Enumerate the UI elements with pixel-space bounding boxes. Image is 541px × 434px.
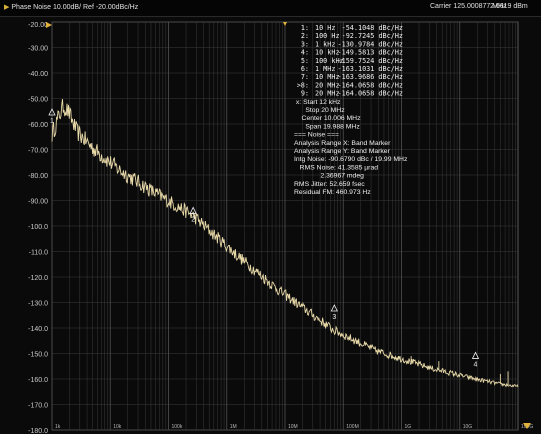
marker-table-value: -163.9686 dBc/Hz xyxy=(338,73,403,81)
marker-4-icon xyxy=(471,351,480,359)
y-tick-label: -40.00 xyxy=(28,71,48,78)
y-tick-label: -130.0 xyxy=(28,301,48,308)
y-tick-label: -50.00 xyxy=(28,97,48,104)
reference-level-indicator-icon xyxy=(46,22,52,28)
y-axis: -20.00 -30.00 -40.00 -50.00 -60.00 -70.00 -80.… xyxy=(28,22,48,434)
marker-table-frequency: 1 kHz xyxy=(315,40,335,48)
marker-table-id: 2: xyxy=(301,32,309,40)
marker-table-value: -54.1048 dBc/Hz xyxy=(342,24,403,32)
carrier-frequency-text: Carrier 125.000877 MHz xyxy=(430,3,507,10)
y-tick-label: -90.00 xyxy=(28,199,48,206)
marker-table-frequency: 20 MHz xyxy=(315,81,340,89)
analysis-line: Analysis Range Y: Band Marker xyxy=(294,148,391,155)
trace-header-bar: ▶ Phase Noise 10.00dB/ Ref -20.00dBc/Hz C… xyxy=(0,0,541,17)
trace-layer xyxy=(51,98,519,388)
analysis-line: === Noise === xyxy=(294,132,339,139)
marker-table-id: 9: xyxy=(301,90,309,98)
marker-2-label: 2 xyxy=(191,216,195,223)
analysis-line: Center 10.006 MHz xyxy=(294,115,361,122)
y-tick-label: -170.0 xyxy=(28,403,48,410)
analysis-line: Stop 20 MHz xyxy=(294,107,345,114)
marker-table-value: -159.7524 dBc/Hz xyxy=(338,57,403,65)
x-tick-label: 10k xyxy=(113,424,122,430)
scale-reference-text: Phase Noise 10.00dB/ Ref -20.00dBc/Hz xyxy=(11,4,139,11)
marker-table-value: -149.5813 dBc/Hz xyxy=(338,49,403,57)
marker-table: 1: 10 Hz -54.1048 dBc/Hz 2: 100 Hz -92.7245 d… xyxy=(297,24,403,98)
analysis-line: Intg Noise: -90.6790 dBc / 19.99 MHz xyxy=(294,156,408,163)
marker-4-label: 4 xyxy=(474,361,478,368)
y-tick-label: -120.0 xyxy=(28,275,48,282)
marker-table-value: -92.7245 dBc/Hz xyxy=(342,32,403,40)
x-tick-label: 100M xyxy=(346,424,359,430)
marker-table-value: -130.9784 dBc/Hz xyxy=(338,40,403,48)
analysis-line: Analysis Range X: Band Marker xyxy=(294,140,391,147)
marker-table-value: -164.0658 dBc/Hz xyxy=(338,90,403,98)
y-tick-label: -180.0 xyxy=(28,428,48,434)
analysis-line: 2.36967 mdeg xyxy=(294,173,364,180)
marker-1-icon xyxy=(48,108,56,116)
marker-table-id: 5: xyxy=(301,57,309,65)
marker-3-icon xyxy=(330,304,338,312)
marker-table-id: 1: xyxy=(301,24,309,32)
band-stop-indicator-icon xyxy=(523,423,531,429)
marker-2-icon xyxy=(189,206,197,214)
band-start-indicator-icon xyxy=(283,22,287,26)
trace-header-left: ▶ Phase Noise 10.00dB/ Ref -20.00dBc/Hz xyxy=(4,3,138,11)
marker-table-id: 7: xyxy=(301,73,309,81)
marker-table-frequency: 10 MHz xyxy=(315,73,340,81)
marker-table-id: >8: xyxy=(297,81,309,89)
marker-layer: 1 2 3 4 xyxy=(48,108,480,368)
y-tick-label: -150.0 xyxy=(28,352,48,359)
active-trace-indicator-icon: ▶ xyxy=(4,4,10,11)
marker-table-frequency: 20 MHz xyxy=(315,90,340,98)
y-tick-label: -30.00 xyxy=(28,46,48,53)
x-tick-label: 1G xyxy=(405,424,412,430)
carrier-power-text: 2.6619 dBm xyxy=(490,3,528,10)
y-tick-label: -160.0 xyxy=(28,377,48,384)
x-tick-label: 10G xyxy=(463,424,473,430)
marker-table-frequency: 10 Hz xyxy=(315,24,335,32)
marker-table-id: 6: xyxy=(301,65,309,73)
marker-table-frequency: 100 kHz xyxy=(315,57,344,65)
analysis-line: RMS Noise: 41.3585 µrad xyxy=(294,164,378,171)
y-tick-label: -110.0 xyxy=(29,250,48,257)
marker-table-value: -164.0658 dBc/Hz xyxy=(338,81,403,89)
marker-table-frequency: 100 Hz xyxy=(315,32,340,40)
marker-table-frequency: 1 MHz xyxy=(315,65,335,73)
marker-table-value: -163.1031 dBc/Hz xyxy=(338,65,403,73)
marker-table-id: 4: xyxy=(301,49,309,57)
y-tick-label: -140.0 xyxy=(28,326,48,333)
marker-table-frequency: 10 kHz xyxy=(315,49,340,57)
marker-3-label: 3 xyxy=(332,314,336,321)
x-tick-label: 1M xyxy=(230,424,237,430)
analysis-readout: x: Start 12 kHz Stop 20 MHz Center 10.00… xyxy=(294,99,408,196)
y-tick-label: -70.00 xyxy=(28,148,48,155)
x-tick-label: 10M xyxy=(288,424,298,430)
analysis-line: RMS Jitter: 52.659 fsec xyxy=(294,181,365,188)
analysis-line: Span 19.988 MHz xyxy=(294,123,360,130)
marker-table-id: 3: xyxy=(301,40,309,48)
x-tick-label: 1k xyxy=(55,424,61,430)
marker-1-label: 1 xyxy=(50,118,54,125)
analysis-line: x: Start 12 kHz xyxy=(294,99,341,106)
analysis-line: Residual FM: 460.973 Hz xyxy=(294,189,371,196)
y-tick-label: -20.00 xyxy=(28,22,48,29)
phase-noise-trace xyxy=(51,98,519,388)
y-tick-label: -60.00 xyxy=(28,122,48,129)
x-tick-label: 100k xyxy=(172,424,183,430)
y-tick-label: -100.0 xyxy=(28,224,48,231)
y-tick-label: -80.00 xyxy=(28,173,48,180)
